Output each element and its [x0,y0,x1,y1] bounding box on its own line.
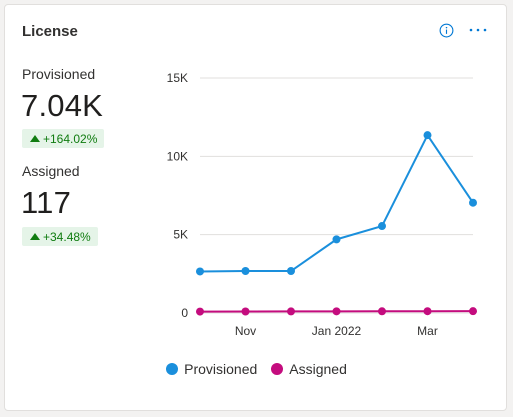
y-tick-label-1: 5K [173,228,188,242]
provisioned-value: 7.04K [21,88,104,123]
x-tick-label-1: Jan 2022 [312,324,362,338]
legend-dot-assigned [271,363,284,375]
data-point-assigned-3 [332,307,341,316]
x-tick-label-0: Nov [235,324,256,338]
data-point-assigned-0 [196,307,204,316]
y-tick-label-2: 10K [167,149,188,163]
license-line-chart: 0 5K 10K 15K Nov Jan 2022 Mar [167,71,477,338]
info-icon[interactable] [439,23,454,38]
y-tick-label-3: 15K [167,71,188,85]
provisioned-change-badge: +164.02% [22,129,105,148]
license-card: License Provisioned 7.04K +164.02% Assig… [4,4,507,411]
data-point-assigned-5 [423,307,432,316]
assigned-change: +34.48% [43,229,91,244]
assigned-label: Assigned [22,163,80,179]
y-tick-label-0: 0 [181,306,188,320]
data-point-provisioned-0 [196,267,204,276]
x-tick-label-2: Mar [417,324,438,338]
assigned-value: 117 [21,185,72,220]
data-point-provisioned-6 [469,198,477,207]
data-point-provisioned-4 [378,222,386,231]
legend-dot-provisioned [166,363,179,375]
chart-legend: Provisioned Assigned [5,361,508,377]
data-point-provisioned-5 [423,131,432,140]
trend-up-icon [30,233,40,240]
provisioned-label: Provisioned [22,66,96,82]
legend-item-provisioned[interactable]: Provisioned [166,361,257,377]
assigned-change-badge: +34.48% [22,227,98,246]
card-title: License [22,23,78,40]
legend-label-provisioned: Provisioned [184,361,258,377]
data-point-provisioned-3 [332,235,341,244]
data-point-provisioned-1 [241,267,250,276]
series-line-provisioned [199,134,474,273]
legend-item-assigned[interactable]: Assigned [271,361,347,377]
data-point-provisioned-2 [287,267,295,276]
legend-label-assigned: Assigned [289,361,347,377]
data-point-assigned-6 [469,307,477,316]
data-point-assigned-1 [241,307,250,316]
more-options-icon[interactable] [468,21,488,39]
trend-up-icon [30,135,40,142]
data-point-assigned-2 [287,307,295,316]
data-point-assigned-4 [378,307,386,316]
provisioned-change: +164.02% [43,131,98,146]
